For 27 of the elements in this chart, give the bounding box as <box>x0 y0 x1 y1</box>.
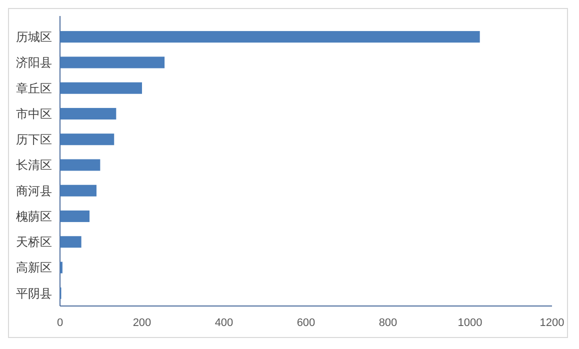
y-tick-label: 平阴县 <box>16 286 52 300</box>
x-tick-label: 800 <box>378 317 398 329</box>
x-tick-label: 200 <box>132 317 152 329</box>
bar <box>60 134 114 146</box>
bar <box>60 210 90 222</box>
y-tick-label: 高新区 <box>16 260 52 275</box>
bar <box>60 184 96 196</box>
y-tick-label: 历城区 <box>16 30 52 44</box>
y-tick-label: 济阳县 <box>16 56 52 70</box>
bar <box>60 56 165 68</box>
bar <box>60 108 116 120</box>
bar <box>60 236 82 248</box>
x-tick-label: 0 <box>56 317 64 329</box>
y-tick-label: 长清区 <box>16 158 52 172</box>
x-tick-label: 600 <box>296 317 316 329</box>
y-tick-label: 槐荫区 <box>16 209 52 224</box>
bar <box>60 159 100 171</box>
x-tick-label: 1000 <box>458 317 482 329</box>
x-tick-label: 1200 <box>540 317 564 329</box>
bar <box>60 82 142 94</box>
x-tick-label: 400 <box>214 317 234 329</box>
y-tick-label: 商河县 <box>16 184 52 198</box>
y-tick-label: 历下区 <box>16 132 52 147</box>
y-tick-label: 市中区 <box>16 106 52 121</box>
y-tick-label: 天桥区 <box>16 235 52 250</box>
y-tick-label: 章丘区 <box>16 81 52 96</box>
bar <box>60 31 480 43</box>
